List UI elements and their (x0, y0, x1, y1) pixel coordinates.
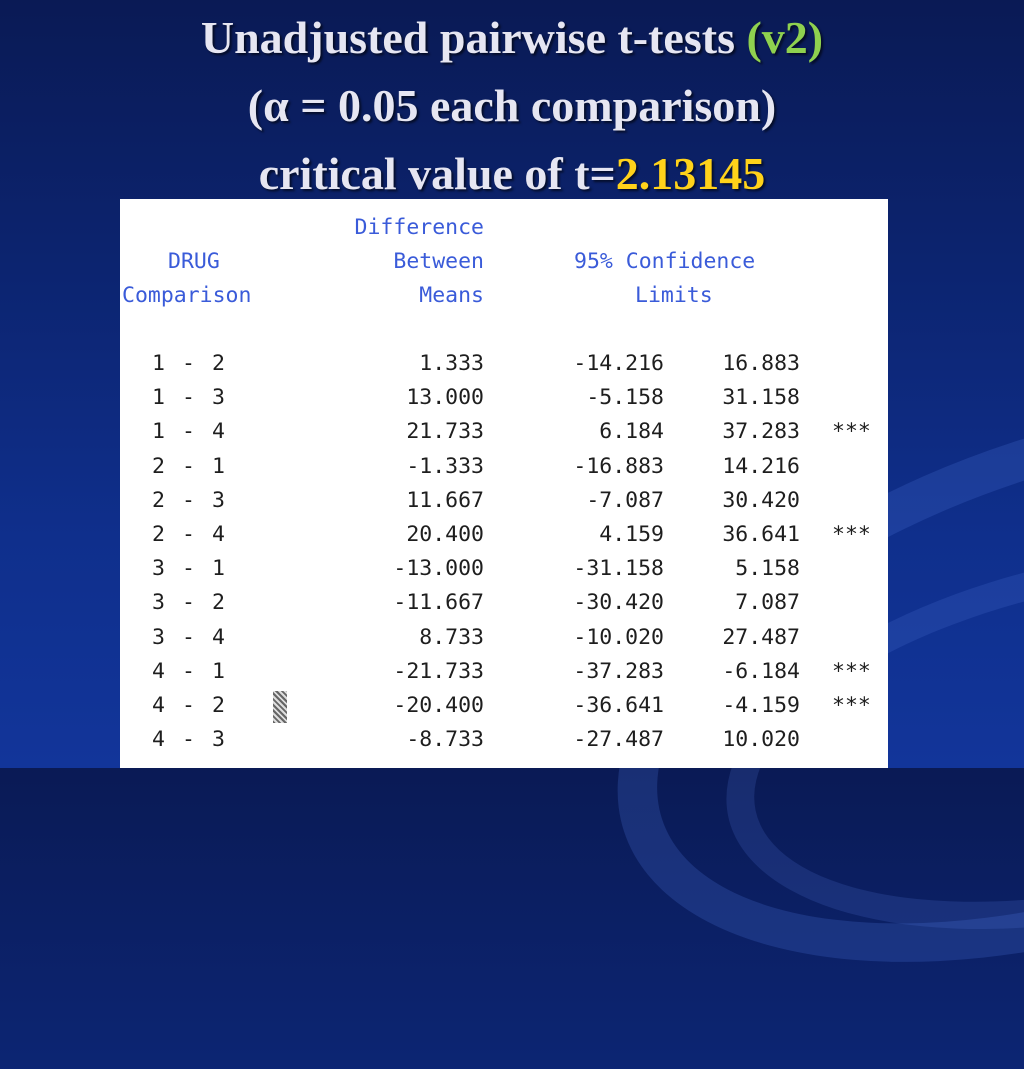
significance-marker: *** (832, 658, 871, 684)
header-limits: Limits (635, 283, 713, 308)
drug-a: 3 (152, 590, 165, 616)
significance-marker: *** (832, 419, 871, 445)
dash: - (182, 487, 195, 513)
upper-limit: 27.487 (722, 624, 800, 650)
lower-limit: -36.641 (573, 693, 664, 718)
drug-a: 1 (152, 385, 165, 411)
difference-value: -11.667 (393, 590, 484, 616)
difference-value: 21.733 (406, 419, 484, 445)
upper-limit: 31.158 (722, 385, 800, 411)
title-line-2: (α = 0.05 each comparison) (247, 80, 777, 131)
dash: - (182, 658, 195, 684)
drug-b: 1 (212, 556, 225, 582)
title-line-3: critical value of t=2.13145 (0, 140, 1024, 208)
dash: - (182, 590, 195, 616)
title-main: Unadjusted pairwise t-tests (200, 12, 735, 63)
drug-b: 2 (212, 351, 225, 376)
lower-limit: -31.158 (573, 556, 664, 582)
lower-limit: -27.487 (573, 727, 664, 753)
header-confidence: 95% Confidence (574, 249, 756, 274)
header-comparison: Comparison (122, 283, 252, 308)
dash: - (182, 453, 195, 479)
lower-limit: -7.087 (586, 487, 664, 513)
drug-b: 4 (212, 522, 225, 547)
difference-value: 20.400 (406, 522, 484, 547)
drug-b: 1 (212, 453, 225, 479)
upper-limit: 37.283 (722, 419, 800, 445)
difference-value: -8.733 (406, 727, 484, 753)
drug-a: 2 (152, 453, 165, 479)
drug-b: 3 (212, 385, 225, 411)
lower-limit: 6.184 (599, 419, 664, 445)
lower-limit: -16.883 (573, 453, 664, 479)
drug-a: 4 (152, 727, 165, 753)
lower-limit: -5.158 (586, 385, 664, 411)
difference-value: 11.667 (406, 487, 484, 513)
upper-limit: 10.020 (722, 727, 800, 753)
lower-limit: -10.020 (573, 624, 664, 650)
lower-limit: -30.420 (573, 590, 664, 616)
drug-a: 3 (152, 556, 165, 582)
lower-limit: -14.216 (573, 351, 664, 376)
text-cursor-block (273, 691, 287, 723)
drug-b: 4 (212, 419, 225, 445)
difference-value: -1.333 (406, 453, 484, 479)
significance-marker: *** (832, 693, 871, 718)
dash: - (182, 556, 195, 582)
header-means: Means (419, 283, 484, 308)
dash: - (182, 351, 195, 376)
header-between: Between (393, 249, 484, 274)
drug-a: 1 (152, 419, 165, 445)
dash: - (182, 693, 195, 718)
drug-a: 4 (152, 693, 165, 718)
drug-b: 2 (212, 693, 225, 718)
upper-limit: 5.158 (735, 556, 800, 582)
lower-limit: 4.159 (599, 522, 664, 547)
difference-value: 8.733 (419, 624, 484, 650)
upper-limit: 16.883 (722, 351, 800, 376)
dash: - (182, 522, 195, 547)
drug-a: 4 (152, 658, 165, 684)
dash: - (182, 727, 195, 753)
drug-b: 2 (212, 590, 225, 616)
drug-b: 4 (212, 624, 225, 650)
drug-a: 3 (152, 624, 165, 650)
difference-value: 1.333 (419, 351, 484, 376)
critical-value: 2.13145 (615, 148, 766, 199)
difference-value: -20.400 (393, 693, 484, 718)
dash: - (182, 624, 195, 650)
significance-marker: *** (832, 522, 871, 547)
dash: - (182, 385, 195, 411)
drug-b: 3 (212, 727, 225, 753)
dash: - (182, 419, 195, 445)
difference-value: 13.000 (406, 385, 484, 411)
critical-value-label: critical value of t= (258, 148, 616, 199)
slide-title: Unadjusted pairwise t-tests (v2) (α = 0.… (0, 4, 1024, 208)
drug-b: 3 (212, 487, 225, 513)
upper-limit: 36.641 (722, 522, 800, 547)
drug-a: 2 (152, 522, 165, 547)
title-version: (v2) (746, 12, 824, 63)
upper-limit: 7.087 (735, 590, 800, 616)
lower-limit: -37.283 (573, 658, 664, 684)
upper-limit: -4.159 (722, 693, 800, 718)
drug-a: 1 (152, 351, 165, 376)
difference-value: -21.733 (393, 658, 484, 684)
upper-limit: 30.420 (722, 487, 800, 513)
sas-output-panel: DRUG Comparison Difference Between Means… (120, 199, 888, 768)
title-line-1: Unadjusted pairwise t-tests (v2) (0, 4, 1024, 72)
header-difference: Difference (354, 215, 484, 240)
drug-a: 2 (152, 487, 165, 513)
header-drug: DRUG (168, 249, 220, 274)
upper-limit: 14.216 (722, 453, 800, 479)
upper-limit: -6.184 (722, 658, 800, 684)
difference-value: -13.000 (393, 556, 484, 582)
drug-b: 1 (212, 658, 225, 684)
